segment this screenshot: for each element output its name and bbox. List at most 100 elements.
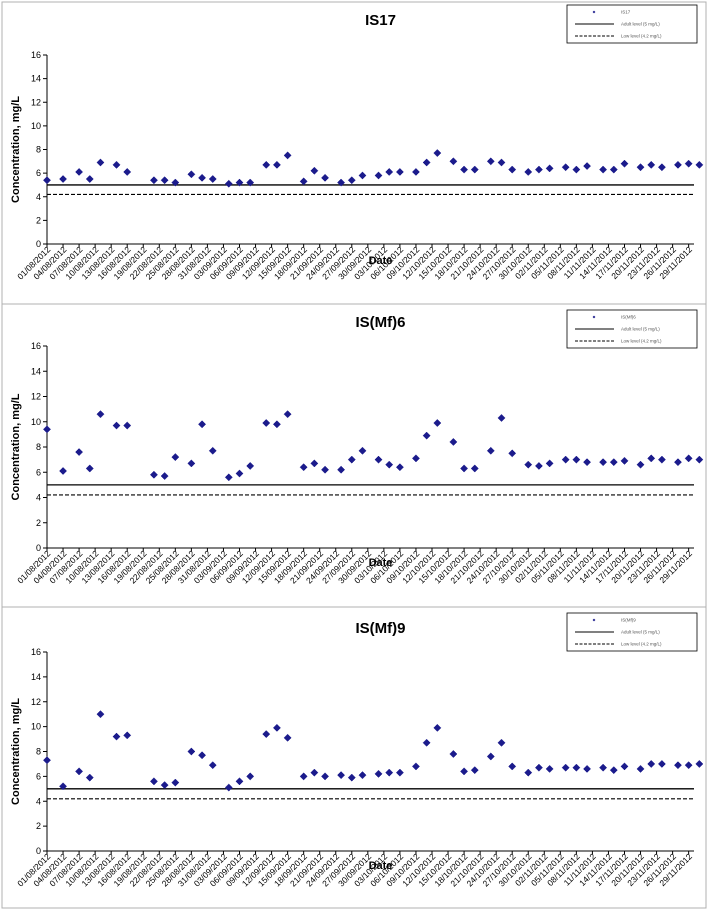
data-point (609, 458, 618, 467)
data-point (674, 458, 682, 467)
y-tick-label: 16 (31, 647, 41, 657)
y-tick-label: 8 (36, 145, 41, 155)
data-point (310, 166, 319, 175)
y-tick-label: 6 (36, 168, 41, 178)
y-tick-label: 12 (31, 697, 41, 707)
data-point (470, 165, 479, 174)
data-point (497, 738, 506, 747)
data-point (508, 449, 517, 458)
data-point (470, 766, 479, 775)
data-point (347, 773, 356, 782)
data-point (198, 751, 207, 760)
data-point (374, 171, 383, 180)
chart-panel-1: IS17024681012141601/08/201204/08/201207/… (10, 4, 704, 281)
data-point (187, 747, 196, 756)
data-point (272, 723, 281, 732)
x-axis-title: Date (369, 255, 393, 267)
y-tick-label: 4 (36, 796, 41, 806)
data-point (620, 456, 629, 465)
data-point (235, 178, 244, 187)
data-point (347, 455, 356, 464)
data-point (198, 420, 207, 429)
data-point (647, 759, 656, 768)
data-point (75, 448, 84, 457)
data-point (599, 165, 608, 174)
data-point (299, 772, 308, 781)
data-point (561, 163, 570, 172)
data-point (310, 459, 319, 468)
data-point (524, 768, 533, 777)
data-point (636, 764, 645, 773)
data-point (422, 738, 431, 747)
legend-box (566, 309, 698, 349)
y-tick-label: 10 (31, 417, 41, 427)
data-point (112, 160, 121, 169)
data-point (411, 454, 420, 463)
data-point (497, 158, 506, 167)
data-point (647, 160, 656, 169)
data-point (235, 777, 244, 786)
data-point (160, 472, 169, 480)
data-point (508, 762, 517, 771)
data-point (224, 783, 233, 792)
legend-entry-label: Low level (4.2 mg/L) (621, 642, 662, 647)
legend-marker-diamond (592, 10, 596, 14)
data-point (160, 176, 169, 185)
data-point (470, 464, 479, 473)
y-tick-label: 4 (36, 493, 41, 503)
y-tick-label: 0 (36, 239, 41, 249)
data-point (422, 158, 431, 167)
data-point (411, 762, 420, 771)
data-point (636, 163, 645, 172)
data-point (599, 763, 608, 772)
data-point (272, 160, 281, 169)
data-point (545, 459, 554, 468)
y-tick-label: 2 (36, 215, 41, 225)
data-point (358, 171, 367, 180)
data-point (433, 723, 442, 732)
data-point (449, 437, 458, 446)
data-point (85, 773, 94, 782)
data-point (96, 410, 105, 419)
y-tick-label: 12 (31, 392, 41, 402)
data-point (572, 455, 581, 464)
data-point (545, 764, 554, 773)
y-tick-label: 16 (31, 341, 41, 351)
legend-entry-label: Low level (4.2 mg/L) (621, 339, 662, 344)
data-point (486, 752, 495, 761)
data-point (395, 463, 404, 472)
data-point (160, 781, 169, 790)
data-point (460, 165, 469, 174)
data-point (545, 164, 554, 173)
data-point (636, 460, 645, 469)
data-point (208, 761, 217, 770)
data-point (337, 178, 346, 187)
data-point (321, 465, 330, 474)
y-tick-label: 0 (36, 846, 41, 856)
data-point (85, 175, 94, 183)
data-point (337, 771, 346, 780)
data-point (43, 176, 51, 185)
data-point (534, 165, 543, 174)
chart-title: IS(Mf)6 (356, 314, 406, 331)
data-point (246, 461, 255, 470)
data-point (262, 419, 271, 427)
data-point (684, 454, 693, 463)
data-point (43, 425, 51, 434)
data-point (198, 173, 207, 182)
data-point (112, 421, 121, 430)
data-point (272, 420, 281, 429)
data-point (395, 167, 404, 176)
y-tick-label: 8 (36, 442, 41, 452)
data-point (246, 772, 255, 781)
legend-marker-diamond (592, 315, 596, 319)
data-point (486, 446, 495, 455)
y-tick-label: 6 (36, 467, 41, 477)
data-point (374, 455, 383, 464)
data-point (321, 173, 330, 182)
data-point (422, 431, 431, 440)
data-point (149, 777, 158, 786)
x-axis-title: Date (369, 557, 393, 569)
data-point (695, 160, 704, 169)
